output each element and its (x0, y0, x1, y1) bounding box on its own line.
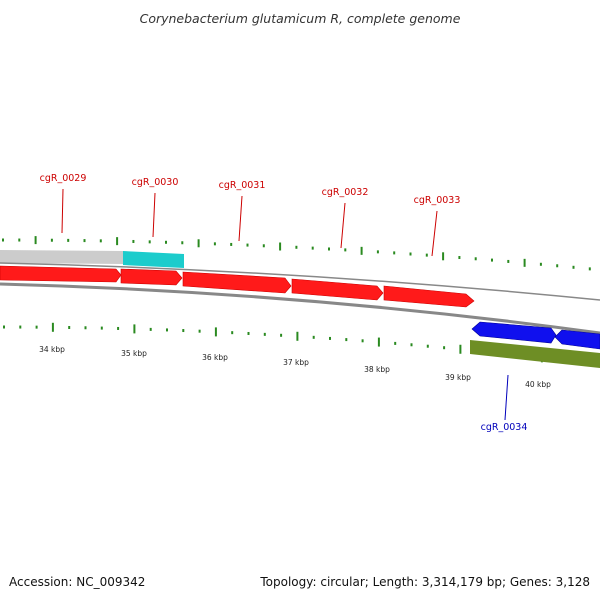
map-title: Corynebacterium glutamicum R, complete g… (140, 11, 461, 26)
gene-arrow[interactable] (182, 271, 292, 294)
kbp-tick-label: 37 kbp (283, 358, 309, 367)
cyan-feature (123, 251, 184, 268)
gene-leader-line (61, 188, 64, 234)
gene-label-track: cgR_0029 cgR_0030 cgR_0031 cgR_0032 cgR_0033… (40, 173, 528, 433)
outer-tick-track (2, 236, 591, 271)
gene-leader-line (238, 195, 243, 242)
gene-arrow[interactable] (0, 265, 122, 283)
gene-leader-line (504, 374, 509, 421)
kbp-tick-label: 35 kbp (121, 349, 147, 358)
gray-feature (0, 250, 123, 264)
kbp-label-track: 34 kbp 35 kbp 36 kbp 37 kbp 38 kbp 39 kbp 40 k… (39, 345, 551, 389)
gene-leader-line (431, 210, 438, 257)
accession-text: Accession: NC_009342 (9, 575, 145, 589)
kbp-tick-label: 39 kbp (445, 373, 471, 382)
gene-arrow[interactable] (554, 329, 600, 350)
gene-arrow[interactable] (471, 321, 557, 344)
green-feature (470, 340, 600, 368)
kbp-tick-label: 36 kbp (202, 353, 228, 362)
backbone-line-lower (0, 282, 600, 335)
gene-label[interactable]: cgR_0030 (132, 177, 179, 188)
feature-track (0, 250, 600, 368)
topology-text: Topology: circular; Length: 3,314,179 bp… (259, 575, 590, 589)
gene-label[interactable]: cgR_0029 (40, 173, 87, 184)
gene-leader-line (340, 202, 346, 249)
gene-arrow[interactable] (120, 268, 183, 286)
kbp-tick-label: 40 kbp (525, 380, 551, 389)
backbone-line-upper (0, 262, 600, 301)
gene-label[interactable]: cgR_0033 (414, 195, 461, 206)
kbp-tick-label: 38 kbp (364, 365, 390, 374)
gene-arrow[interactable] (383, 285, 475, 308)
gene-label[interactable]: cgR_0034 (481, 422, 528, 433)
gene-leader-line (152, 192, 156, 238)
gene-arrow[interactable] (291, 278, 384, 301)
gene-label[interactable]: cgR_0031 (219, 180, 266, 191)
kbp-tick-label: 34 kbp (39, 345, 65, 354)
gene-label[interactable]: cgR_0032 (322, 187, 369, 198)
